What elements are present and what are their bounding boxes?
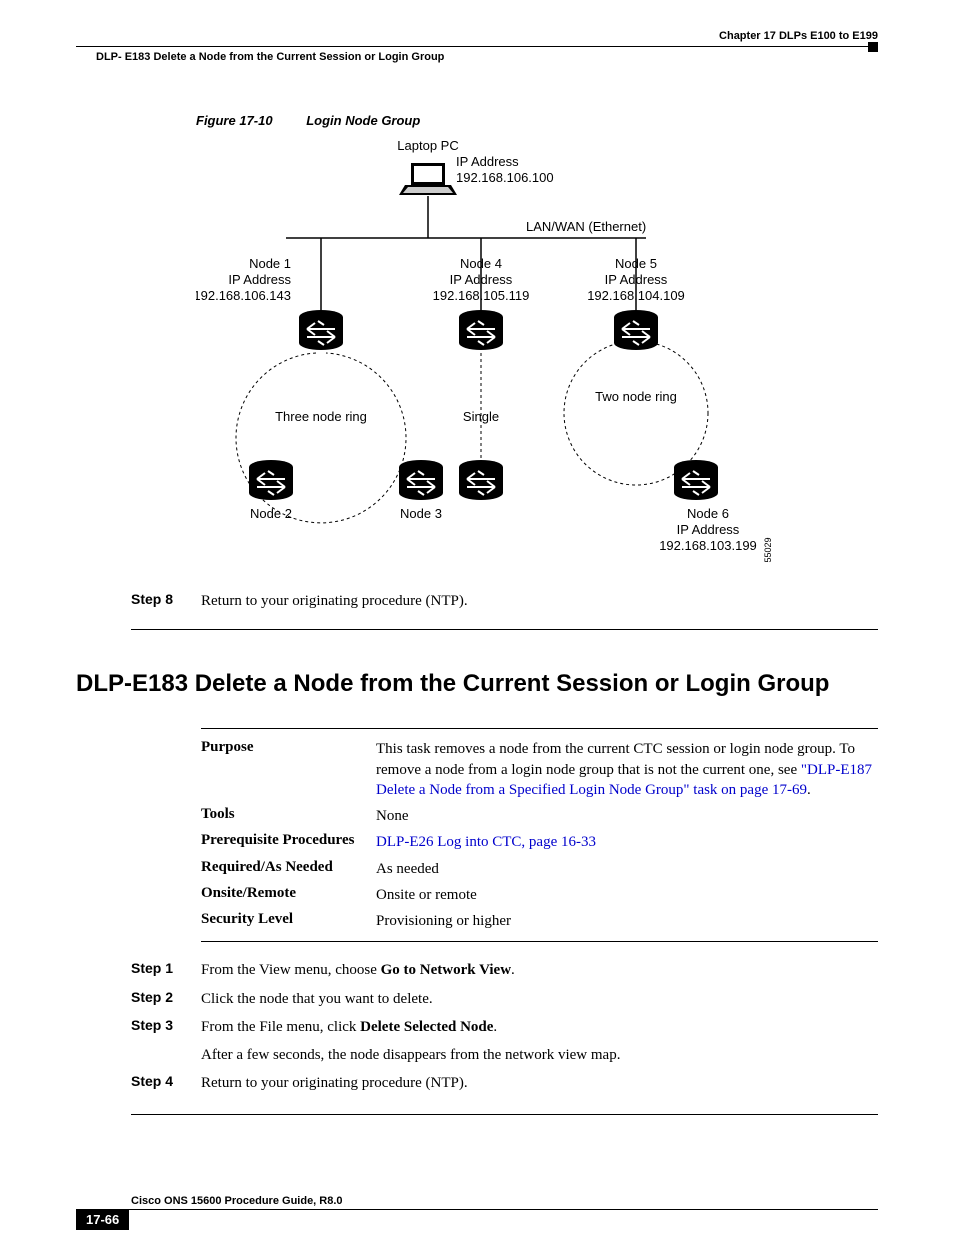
node4-iplabel: IP Address xyxy=(450,272,513,287)
node6-name: Node 6 xyxy=(687,506,729,521)
step4-text: Return to your originating procedure (NT… xyxy=(201,1073,878,1093)
section-title: DLP-E183 Delete a Node from the Current … xyxy=(76,670,878,698)
security-label: Security Level xyxy=(201,911,376,931)
onsite-label: Onsite/Remote xyxy=(201,885,376,905)
step8-text: Return to your originating procedure (NT… xyxy=(201,591,878,611)
page-number: 17-66 xyxy=(76,1209,129,1230)
figure-caption: Figure 17-10 Login Node Group xyxy=(196,113,878,128)
node3-name: Node 3 xyxy=(400,506,442,521)
step4-label: Step 4 xyxy=(131,1073,201,1093)
step3-text: From the File menu, click Delete Selecte… xyxy=(201,1017,878,1037)
onsite-value: Onsite or remote xyxy=(376,885,878,905)
node4-ip: 192.168.105.119 xyxy=(433,288,530,303)
node5-name: Node 5 xyxy=(615,256,657,271)
laptop-ip: 192.168.106.100 xyxy=(456,170,554,185)
ring3-label: Two node ring xyxy=(595,389,677,404)
laptop-label: Laptop PC xyxy=(397,138,458,153)
network-diagram: Laptop PC IP Address 192.168.106.100 LAN… xyxy=(196,138,878,573)
node2-name: Node 2 xyxy=(250,506,292,521)
required-value: As needed xyxy=(376,859,878,879)
step1-text: From the View menu, choose Go to Network… xyxy=(201,960,878,980)
node5-ip: 192.168.104.109 xyxy=(587,288,685,303)
ring1-label: Three node ring xyxy=(275,409,367,424)
node6-iplabel: IP Address xyxy=(677,522,740,537)
security-value: Provisioning or higher xyxy=(376,911,878,931)
required-label: Required/As Needed xyxy=(201,859,376,879)
purpose-value: This task removes a node from the curren… xyxy=(376,739,878,800)
node4-name: Node 4 xyxy=(460,256,502,271)
step3-note: After a few seconds, the node disappears… xyxy=(201,1045,878,1065)
step1-label: Step 1 xyxy=(131,960,201,980)
task-info-table: Purpose This task removes a node from th… xyxy=(201,728,878,942)
node6-ip: 192.168.103.199 xyxy=(659,538,757,553)
ring2-label: Single xyxy=(463,409,499,424)
chapter-title: Chapter 17 DLPs E100 to E199 xyxy=(76,30,878,42)
tools-value: None xyxy=(376,806,878,826)
footer-guide: Cisco ONS 15600 Procedure Guide, R8.0 xyxy=(131,1195,878,1207)
lan-label: LAN/WAN (Ethernet) xyxy=(526,219,646,234)
figure-label: Figure 17-10 xyxy=(196,113,273,128)
tools-label: Tools xyxy=(201,806,376,826)
footer-rule: 17-66 xyxy=(76,1209,878,1210)
node1-ip: 192.168.106.143 xyxy=(196,288,291,303)
prereq-label: Prerequisite Procedures xyxy=(201,832,376,852)
figure-title: Login Node Group xyxy=(306,113,420,128)
step2-label: Step 2 xyxy=(131,989,201,1009)
node5-iplabel: IP Address xyxy=(605,272,668,287)
laptop-ip-label: IP Address xyxy=(456,154,519,169)
steps-divider-bottom xyxy=(131,1114,878,1115)
node1-iplabel: IP Address xyxy=(228,272,291,287)
step2-text: Click the node that you want to delete. xyxy=(201,989,878,1009)
step3-label: Step 3 xyxy=(131,1017,201,1037)
step8-label: Step 8 xyxy=(131,591,201,611)
purpose-label: Purpose xyxy=(201,739,376,800)
header-rule xyxy=(76,46,878,47)
node1-name: Node 1 xyxy=(249,256,291,271)
running-section: DLP- E183 Delete a Node from the Current… xyxy=(96,51,878,63)
prereq-link[interactable]: DLP-E26 Log into CTC, page 16-33 xyxy=(376,834,596,850)
step3-note-spacer xyxy=(131,1045,201,1065)
figure-number: 55029 xyxy=(763,537,773,562)
section-divider xyxy=(131,629,878,630)
